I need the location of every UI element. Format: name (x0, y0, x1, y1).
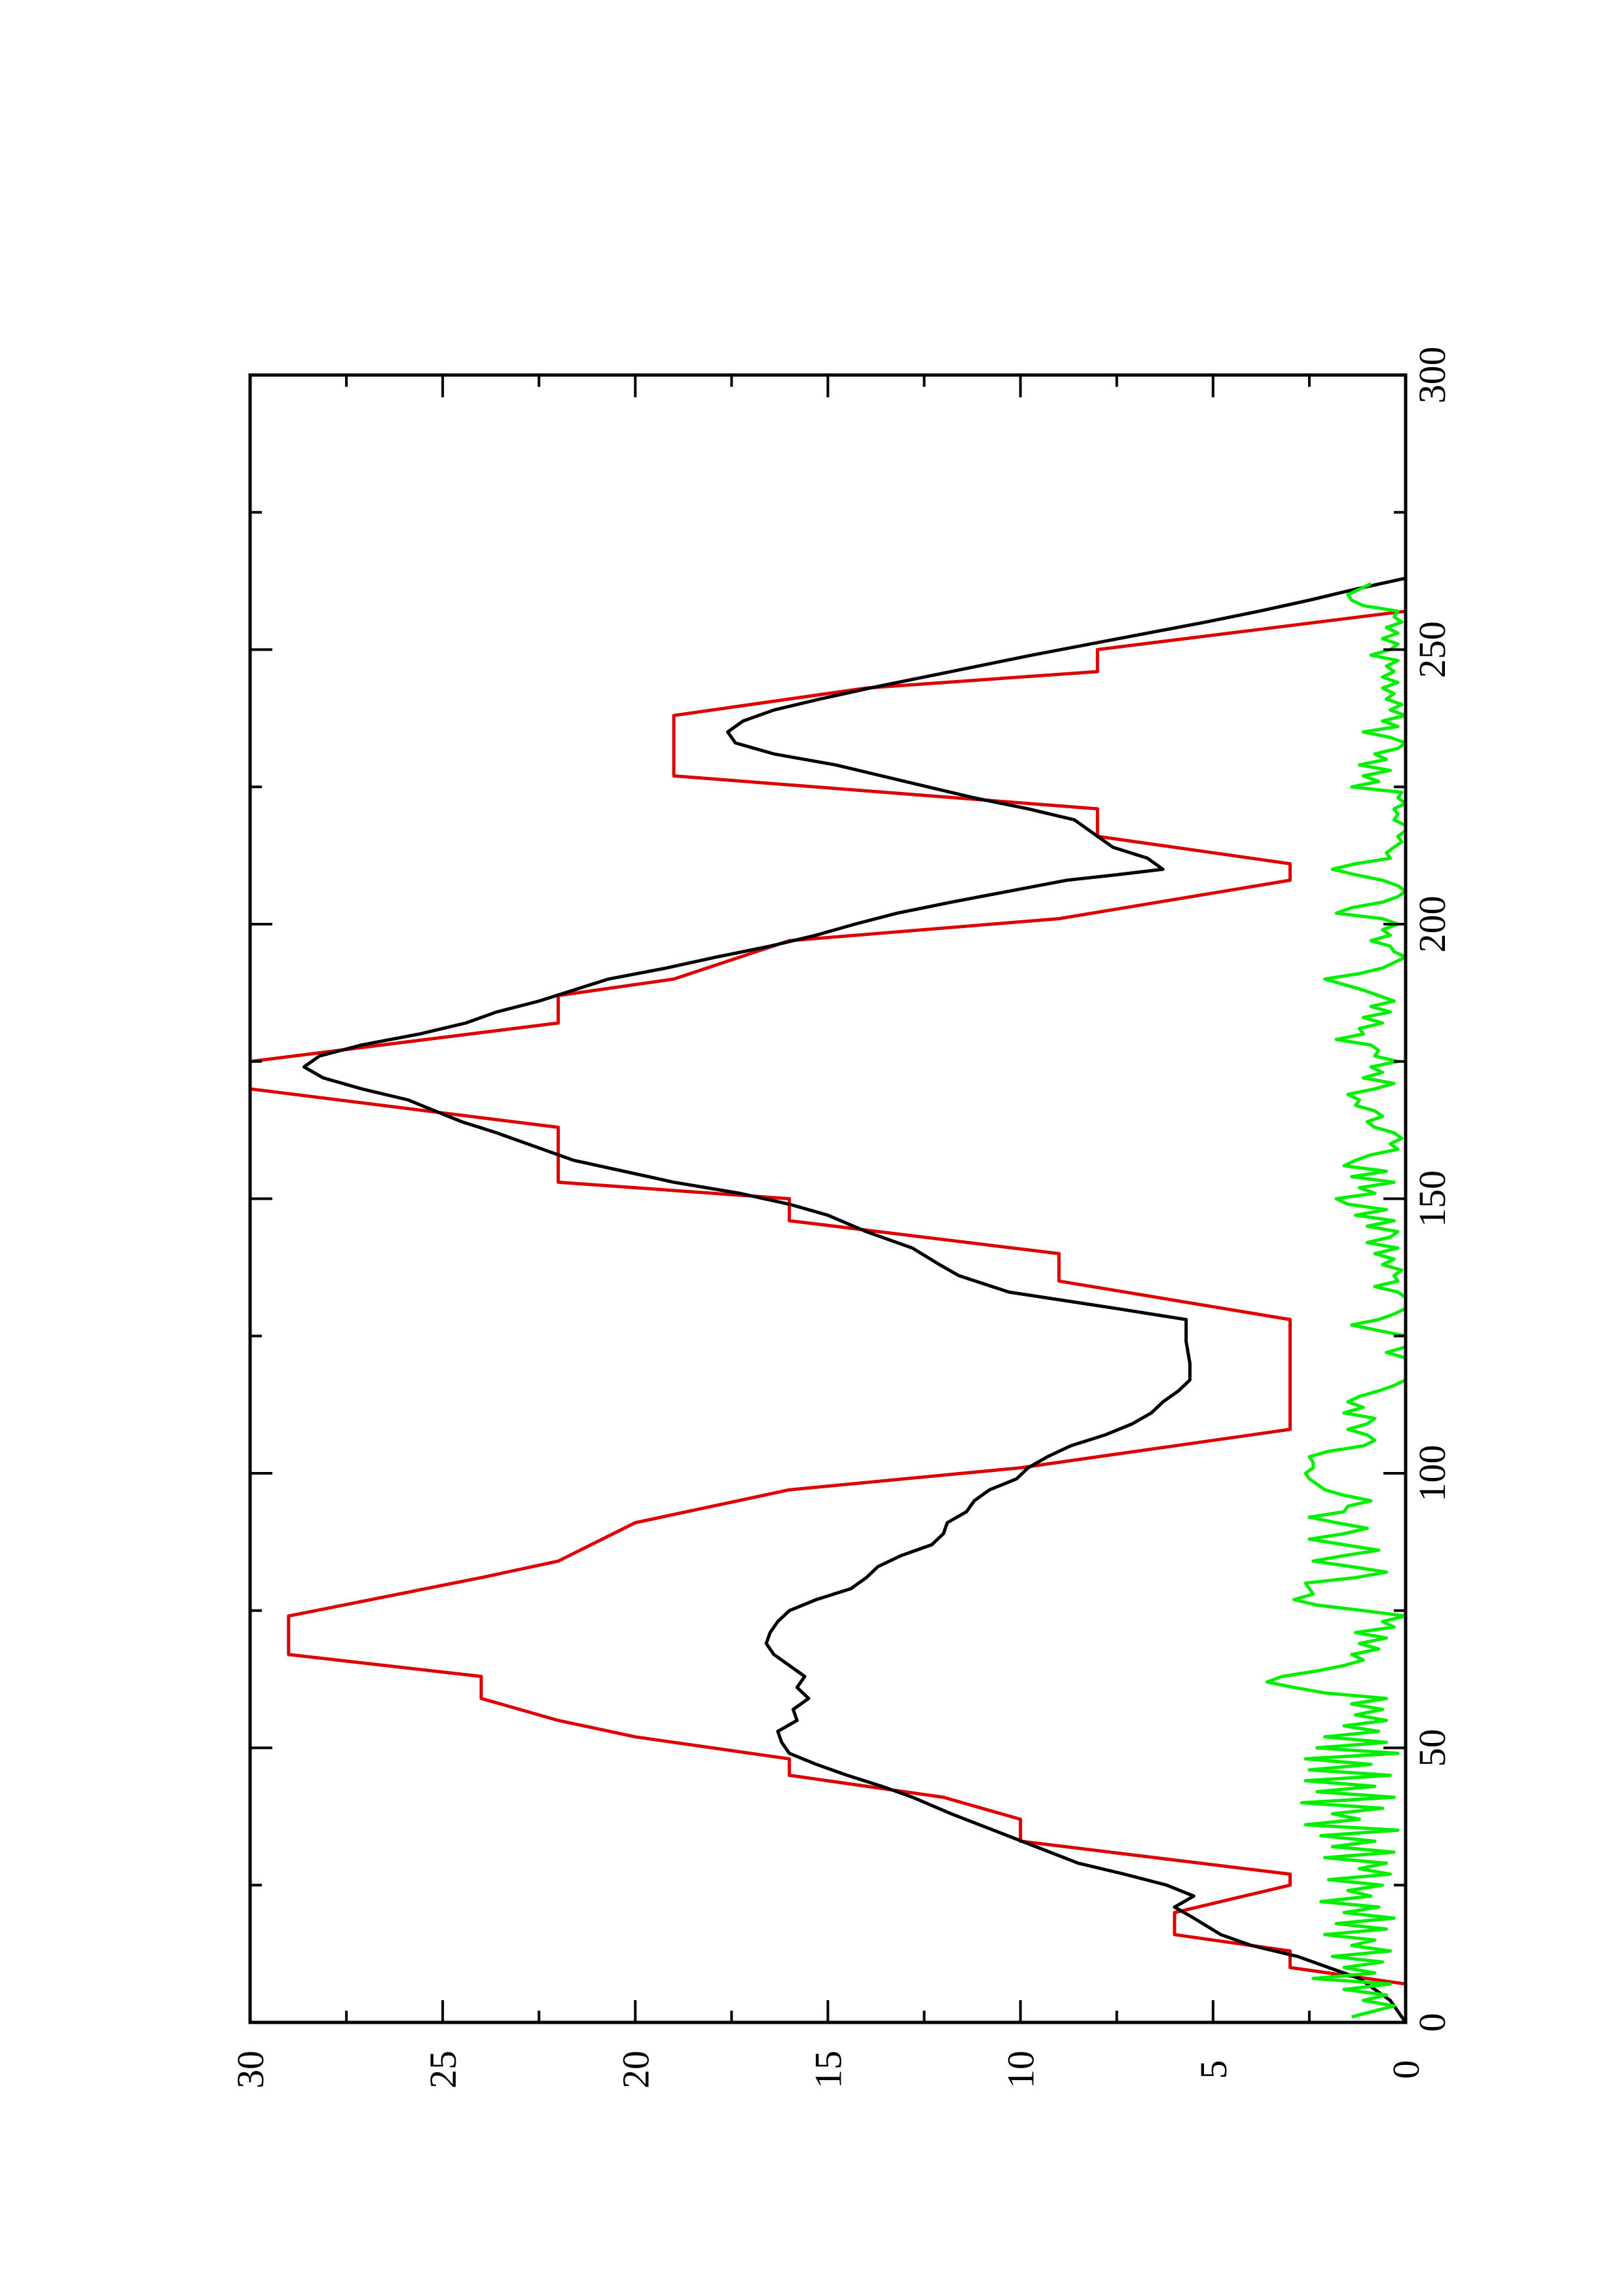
tick-layer (249, 374, 1407, 2024)
x-tick-label: 100 (1411, 1445, 1453, 1502)
x-tick-label: 200 (1411, 896, 1453, 953)
x-tick-label: 250 (1411, 621, 1453, 678)
y-tick-label: 10 (1000, 2051, 1042, 2089)
series-layer (248, 576, 1408, 2024)
y-tick-label: 20 (614, 2051, 657, 2089)
plot-frame (248, 373, 1408, 2024)
label-layer: 0 50 100 150 200 250 300 0 5 10 15 20 25 30 (229, 347, 1453, 2089)
y-tick-label: 0 (1385, 2060, 1427, 2079)
y-tick-label: 5 (1192, 2060, 1235, 2079)
y-tick-label: 15 (807, 2051, 850, 2089)
series-line-1 (302, 576, 1408, 2024)
x-tick-label: 150 (1411, 1170, 1453, 1227)
x-tick-label: 0 (1411, 2013, 1453, 2032)
x-tick-label: 300 (1411, 347, 1453, 404)
series-line-0 (248, 578, 1408, 2022)
y-tick-label: 30 (229, 2051, 272, 2089)
series-line-2 (1265, 582, 1408, 2019)
x-tick-label: 50 (1411, 1729, 1453, 1767)
y-tick-label: 25 (422, 2051, 464, 2089)
